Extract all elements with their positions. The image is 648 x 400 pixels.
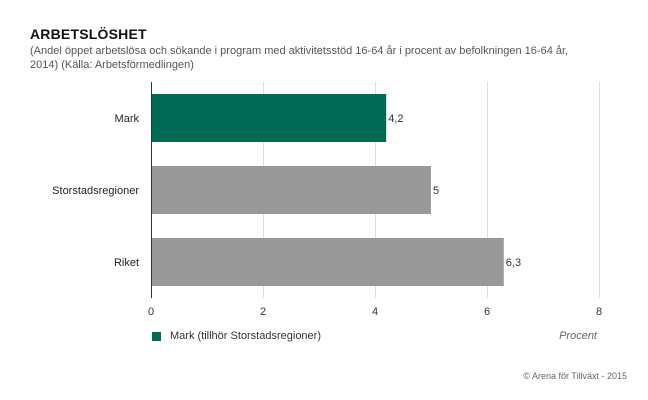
value-label-1: 5: [433, 185, 439, 197]
chart-title: ARBETSLÖSHET: [30, 26, 147, 42]
category-label-2: Riket: [114, 257, 139, 269]
bar-2: [151, 238, 504, 286]
x-tick-label-2: 4: [372, 306, 378, 318]
bar-1: [151, 166, 431, 214]
x-tick-label-4: 8: [596, 306, 602, 318]
copyright-credit: © Arena för Tillväxt - 2015: [523, 371, 627, 381]
value-label-0: 4,2: [388, 113, 403, 125]
x-axis-unit-label: Procent: [559, 330, 597, 342]
legend-label: Mark (tillhör Storstadsregioner): [170, 330, 321, 342]
value-label-2: 6,3: [506, 257, 521, 269]
x-tick-label-1: 2: [260, 306, 266, 318]
legend-swatch: [152, 331, 161, 341]
chart-subtitle: (Andel öppet arbetslösa och sökande i pr…: [30, 45, 569, 71]
x-tick-label-3: 6: [484, 306, 490, 318]
x-tick-label-0: 0: [148, 306, 154, 318]
legend: Mark (tillhör Storstadsregioner): [152, 330, 321, 342]
bar-0: [151, 94, 387, 142]
category-label-1: Storstadsregioner: [52, 185, 139, 197]
category-label-0: Mark: [115, 113, 140, 125]
